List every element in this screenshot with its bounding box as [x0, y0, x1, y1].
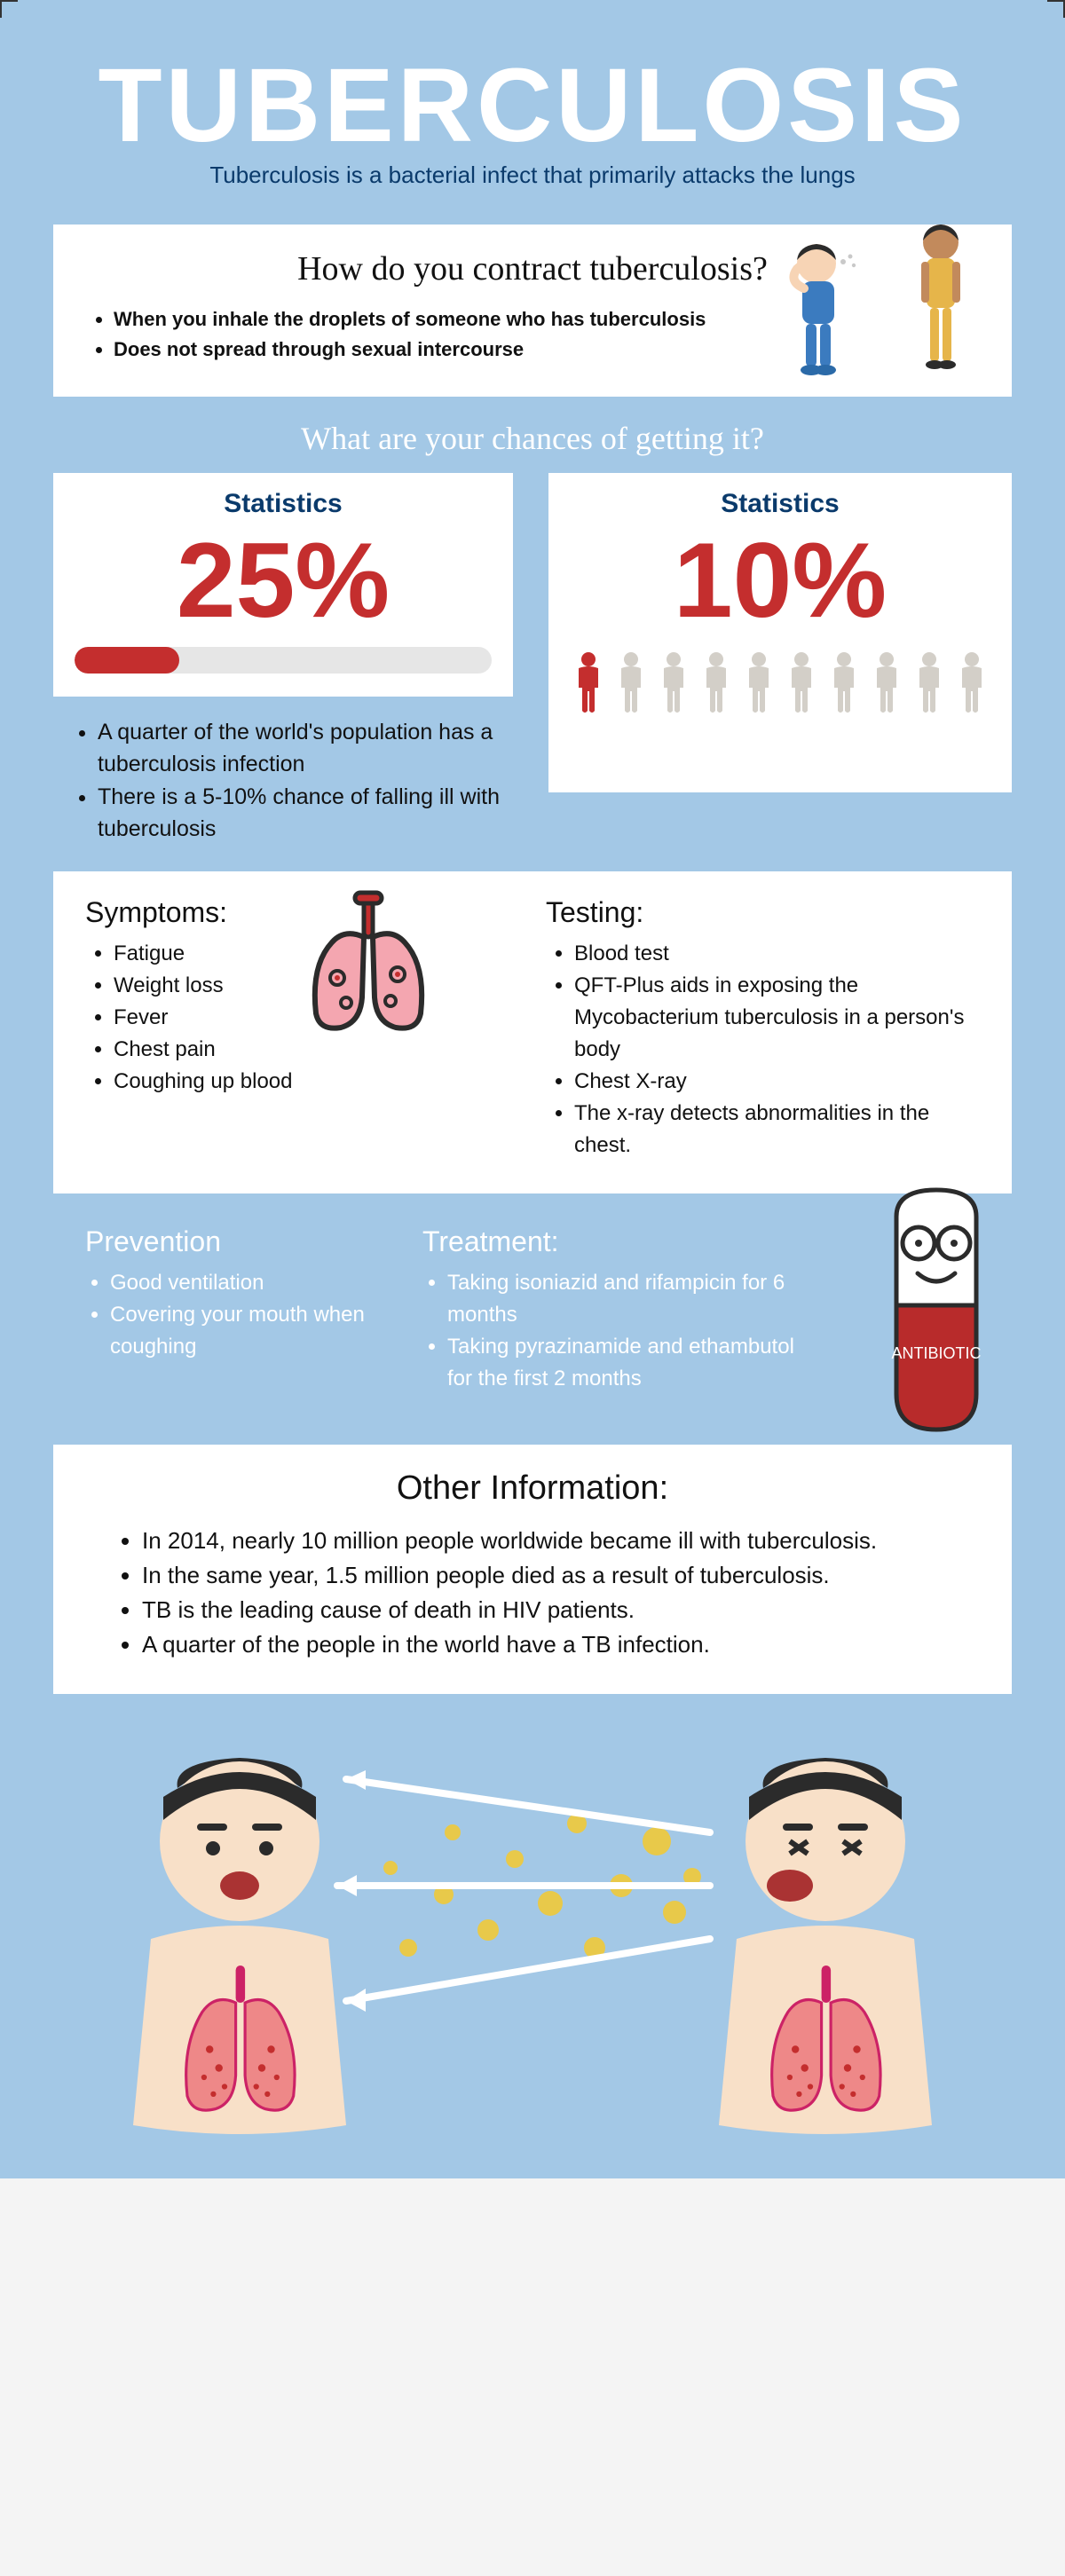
- crop-mark: [0, 0, 18, 18]
- stat-col-left: Statistics 25% A quarter of the world's …: [53, 473, 513, 845]
- stat-value: 25%: [75, 524, 492, 636]
- treatment-heading: Treatment:: [422, 1225, 795, 1258]
- chances-heading: What are your chances of getting it?: [53, 420, 1012, 457]
- other-info-panel: Other Information: In 2014, nearly 10 mi…: [53, 1445, 1012, 1694]
- list-item: Blood test: [574, 938, 980, 970]
- person-icon: [953, 650, 990, 714]
- page-title: TUBERCULOSIS: [53, 53, 1012, 158]
- stat-col-right: Statistics 10%: [548, 473, 1012, 845]
- stat-card-10: Statistics 10%: [548, 473, 1012, 792]
- contract-panel: How do you contract tuberculosis? When y…: [53, 225, 1012, 397]
- person-icon: [570, 650, 607, 714]
- coughing-person-icon: [772, 237, 870, 388]
- sneezing-person-icon: [666, 1753, 985, 2143]
- stat-value: 10%: [570, 524, 990, 636]
- receiving-person-icon: [80, 1753, 399, 2143]
- list-item: Chest X-ray: [574, 1066, 980, 1098]
- person-icon: [612, 650, 650, 714]
- testing-list: Blood test QFT-Plus aids in exposing the…: [546, 938, 980, 1162]
- treatment-col: Treatment: Taking isoniazid and rifampic…: [422, 1225, 795, 1395]
- list-item: Coughing up blood: [114, 1066, 519, 1098]
- contract-illustration: [772, 219, 976, 388]
- testing-heading: Testing:: [546, 896, 980, 929]
- transmission-illustration: [53, 1717, 1012, 2143]
- list-item: QFT-Plus aids in exposing the Mycobacter…: [574, 970, 980, 1066]
- crop-mark: [1047, 0, 1065, 18]
- list-item: Covering your mouth when coughing: [110, 1299, 378, 1363]
- prevention-col: Prevention Good ventilation Covering you…: [85, 1225, 378, 1395]
- prevention-heading: Prevention: [85, 1225, 378, 1258]
- list-item: A quarter of the people in the world hav…: [142, 1627, 980, 1662]
- person-icon: [698, 650, 735, 714]
- infographic-canvas: TUBERCULOSIS Tuberculosis is a bacterial…: [0, 0, 1065, 2178]
- testing-col: Testing: Blood test QFT-Plus aids in exp…: [546, 896, 980, 1162]
- page-subtitle: Tuberculosis is a bacterial infect that …: [53, 161, 1012, 189]
- stat-card-25: Statistics 25%: [53, 473, 513, 697]
- list-item: In 2014, nearly 10 million people worldw…: [142, 1524, 980, 1558]
- list-item: A quarter of the world's population has …: [98, 716, 513, 781]
- progress-track: [75, 647, 492, 674]
- lungs-icon: [293, 889, 444, 1040]
- list-item: Taking pyrazinamide and ethambutol for t…: [447, 1331, 795, 1395]
- progress-fill: [75, 647, 179, 674]
- stat-notes: A quarter of the world's population has …: [53, 716, 513, 845]
- person-icon: [783, 650, 820, 714]
- person-icon: [868, 650, 905, 714]
- person-icon: [740, 650, 777, 714]
- symptoms-testing-panel: Symptoms: Fatigue Weight loss Fever Ches…: [53, 871, 1012, 1193]
- list-item: In the same year, 1.5 million people die…: [142, 1558, 980, 1593]
- list-item: The x-ray detects abnormalities in the c…: [574, 1098, 980, 1162]
- antibiotic-pill-icon: ANTIBIOTIC: [861, 1181, 1012, 1447]
- standing-person-icon: [905, 219, 976, 388]
- person-icon: [655, 650, 692, 714]
- treatment-list: Taking isoniazid and rifampicin for 6 mo…: [422, 1267, 795, 1395]
- list-item: There is a 5-10% chance of falling ill w…: [98, 781, 513, 846]
- prevention-treatment-row: ANTIBIOTIC Prevention Good ventilation C…: [53, 1217, 1012, 1422]
- people-pictogram-row: [570, 650, 990, 714]
- list-item: TB is the leading cause of death in HIV …: [142, 1593, 980, 1627]
- stat-label: Statistics: [570, 489, 990, 519]
- stats-row: Statistics 25% A quarter of the world's …: [53, 473, 1012, 845]
- prevention-list: Good ventilation Covering your mouth whe…: [85, 1267, 378, 1363]
- person-icon: [825, 650, 863, 714]
- list-item: Good ventilation: [110, 1267, 378, 1299]
- other-info-heading: Other Information:: [85, 1469, 980, 1508]
- person-icon: [911, 650, 948, 714]
- list-item: Taking isoniazid and rifampicin for 6 mo…: [447, 1267, 795, 1331]
- other-info-list: In 2014, nearly 10 million people worldw…: [85, 1524, 980, 1662]
- pill-label: ANTIBIOTIC: [891, 1344, 981, 1362]
- stat-label: Statistics: [75, 489, 492, 519]
